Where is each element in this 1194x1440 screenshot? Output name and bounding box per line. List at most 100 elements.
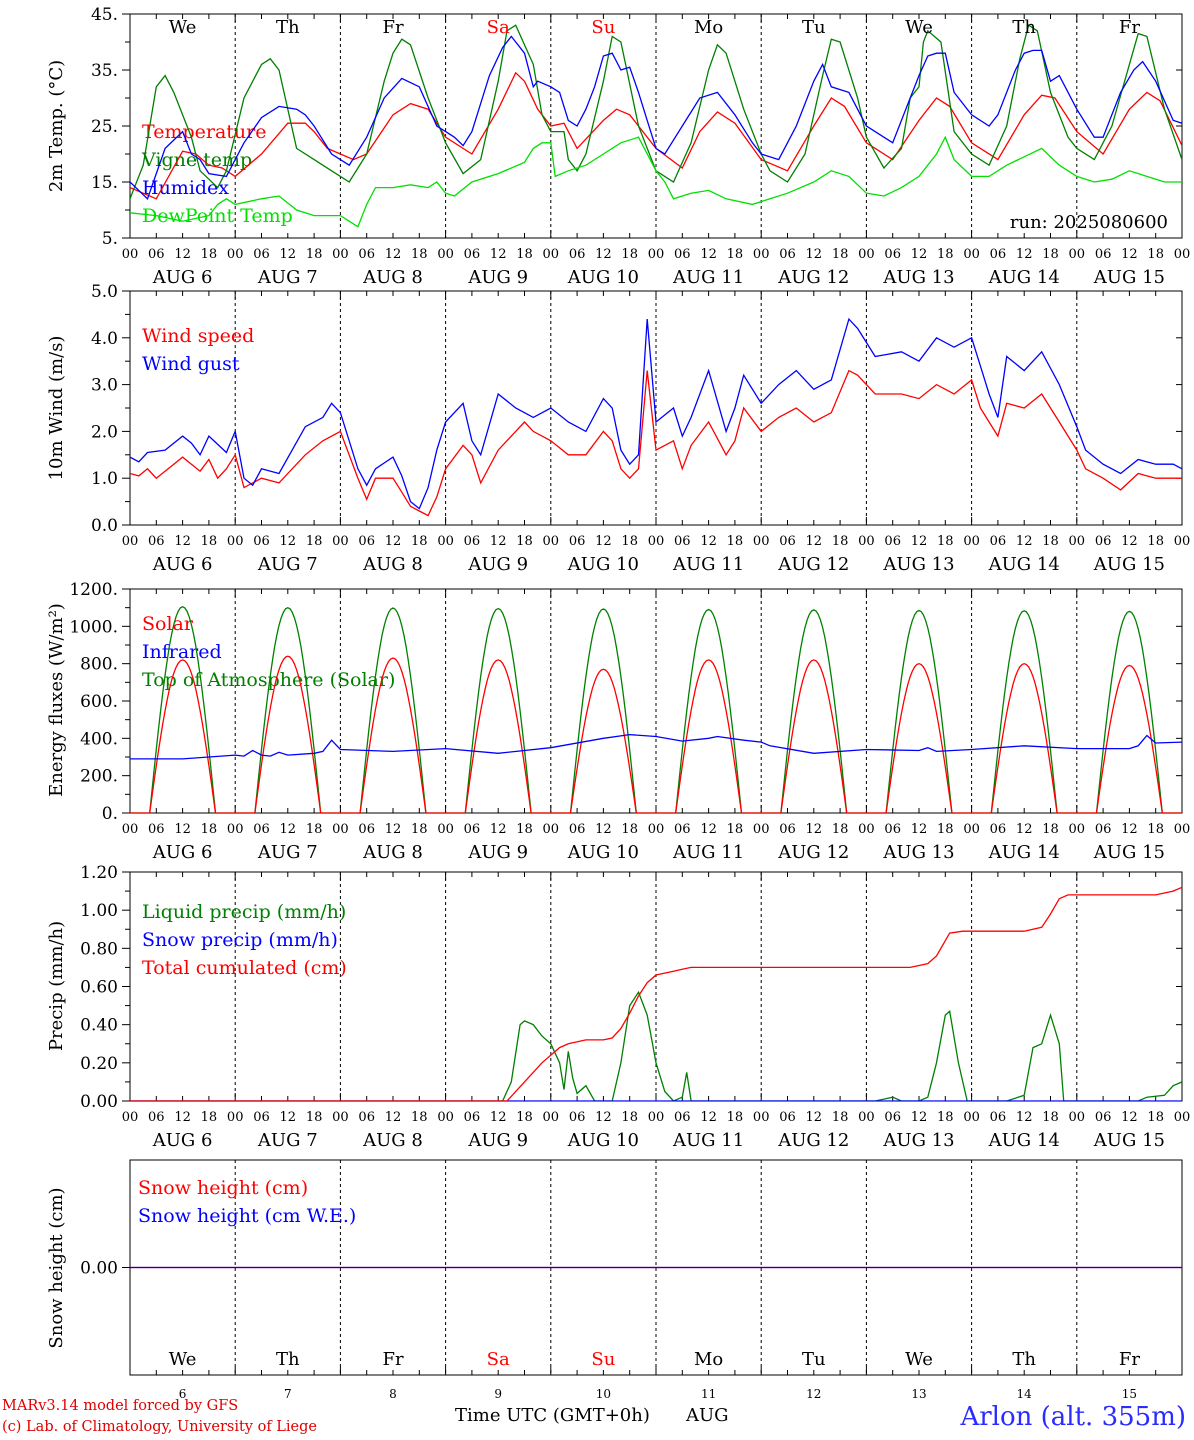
- x-axis-month: AUG: [686, 1405, 729, 1426]
- hour-tick-label: 18: [937, 822, 954, 837]
- date-label: AUG 6: [152, 842, 213, 863]
- hour-tick-label: 06: [464, 822, 481, 837]
- hour-tick-label: 06: [990, 247, 1007, 262]
- hour-tick-label: 00: [753, 247, 770, 262]
- hour-tick-label: 00: [648, 247, 665, 262]
- hour-tick-label: 06: [358, 1110, 375, 1125]
- hour-tick-label: 00: [963, 822, 980, 837]
- hour-tick-label: 18: [832, 822, 849, 837]
- hour-tick-label: 06: [674, 1110, 691, 1125]
- hour-tick-label: 18: [832, 534, 849, 549]
- day-number-label: 7: [284, 1387, 292, 1401]
- hour-tick-label: 12: [1121, 247, 1138, 262]
- day-of-week-label: Mo: [694, 1349, 723, 1370]
- hour-tick-label: 06: [569, 247, 586, 262]
- y-axis-label: Snow height (cm): [46, 1187, 67, 1348]
- hour-tick-label: 18: [1147, 534, 1164, 549]
- hour-tick-label: 00: [332, 247, 349, 262]
- legend-entry: DewPoint Temp: [142, 205, 293, 227]
- hour-tick-label: 12: [911, 534, 928, 549]
- hour-tick-label: 18: [306, 247, 323, 262]
- hour-tick-label: 06: [569, 822, 586, 837]
- y-tick-label: 15.: [91, 173, 118, 193]
- day-number-label: 15: [1122, 1387, 1137, 1401]
- hour-tick-label: 00: [1069, 1110, 1086, 1125]
- day-of-week-label: Th: [1012, 17, 1036, 38]
- date-label: AUG 13: [882, 267, 954, 288]
- y-tick-label: 800.: [80, 655, 118, 675]
- hour-tick-label: 06: [884, 534, 901, 549]
- hour-tick-label: 00: [122, 822, 139, 837]
- day-of-week-label: Su: [591, 1349, 615, 1370]
- date-label: AUG 9: [467, 267, 528, 288]
- hour-tick-label: 00: [437, 822, 454, 837]
- hour-tick-label: 12: [911, 247, 928, 262]
- hour-tick-label: 06: [779, 534, 796, 549]
- hour-tick-label: 00: [648, 534, 665, 549]
- hour-tick-label: 18: [727, 1110, 744, 1125]
- hour-tick-label: 18: [1147, 1110, 1164, 1125]
- hour-tick-label: 18: [621, 247, 638, 262]
- hour-tick-label: 18: [1042, 1110, 1059, 1125]
- hour-tick-label: 00: [753, 822, 770, 837]
- hour-tick-label: 18: [516, 247, 533, 262]
- date-label: AUG 13: [882, 1130, 954, 1151]
- hour-tick-label: 00: [1174, 247, 1191, 262]
- hour-tick-label: 18: [1147, 247, 1164, 262]
- hour-tick-label: 00: [963, 534, 980, 549]
- y-tick-label: 25.: [91, 117, 118, 137]
- hour-tick-label: 18: [1042, 822, 1059, 837]
- hour-tick-label: 00: [1069, 534, 1086, 549]
- legend-entry: Wind gust: [142, 353, 240, 375]
- hour-tick-label: 06: [779, 1110, 796, 1125]
- legend-entry: Snow height (cm): [138, 1177, 308, 1199]
- hour-tick-label: 06: [674, 822, 691, 837]
- panel-temperature: 5. 15. 25. 35. 45. 2m Temp. (°C) Temperature Vi…: [46, 5, 1190, 288]
- legend-entry: Total cumulated (cm): [142, 957, 347, 979]
- hour-tick-label: 18: [411, 1110, 428, 1125]
- hour-tick-label: 12: [595, 534, 612, 549]
- hour-tick-label: 00: [437, 247, 454, 262]
- hour-tick-label: 12: [595, 1110, 612, 1125]
- series-line-infrared: [130, 733, 1182, 760]
- hour-tick-label: 00: [1069, 247, 1086, 262]
- hour-tick-label: 12: [385, 1110, 402, 1125]
- hour-tick-label: 00: [122, 534, 139, 549]
- hour-tick-label: 18: [306, 822, 323, 837]
- hour-tick-label: 00: [1174, 1110, 1191, 1125]
- series-line-wind-gust: [130, 317, 1182, 510]
- legend-entry: Snow precip (mm/h): [142, 929, 338, 951]
- day-number-label: 6: [179, 1387, 187, 1401]
- day-of-week-label: Sa: [487, 1349, 510, 1370]
- date-label: AUG 12: [777, 554, 849, 575]
- hour-tick-label: 00: [1174, 534, 1191, 549]
- lab-credit-line: (c) Lab. of Climatology, University of L…: [2, 1419, 317, 1435]
- y-tick-label: 400.: [80, 729, 118, 749]
- y-tick-label: 0.00: [80, 1092, 118, 1112]
- y-tick-label: 200.: [80, 767, 118, 787]
- date-label: AUG 10: [567, 554, 639, 575]
- hour-tick-label: 12: [490, 247, 507, 262]
- hour-tick-label: 00: [227, 1110, 244, 1125]
- y-tick-label: 0.0: [91, 516, 118, 536]
- day-number-label: 14: [1017, 1387, 1033, 1401]
- hour-tick-label: 00: [858, 247, 875, 262]
- date-label: AUG 14: [988, 554, 1060, 575]
- legend-entry: Infrared: [142, 641, 222, 663]
- hour-tick-label: 12: [1016, 247, 1033, 262]
- day-of-week-label: Th: [276, 17, 300, 38]
- legend-entry: Temperature: [142, 121, 266, 143]
- hour-tick-label: 06: [1095, 1110, 1112, 1125]
- hour-tick-label: 06: [674, 247, 691, 262]
- hour-tick-label: 18: [201, 247, 218, 262]
- hour-tick-label: 00: [122, 247, 139, 262]
- hour-tick-label: 18: [306, 534, 323, 549]
- hour-tick-label: 18: [621, 1110, 638, 1125]
- date-label: AUG 9: [467, 1130, 528, 1151]
- y-tick-label: 45.: [91, 5, 118, 25]
- day-of-week-label: Su: [591, 17, 615, 38]
- series-line-humidex: [130, 35, 1182, 200]
- hour-tick-label: 12: [385, 822, 402, 837]
- hour-tick-label: 12: [700, 247, 717, 262]
